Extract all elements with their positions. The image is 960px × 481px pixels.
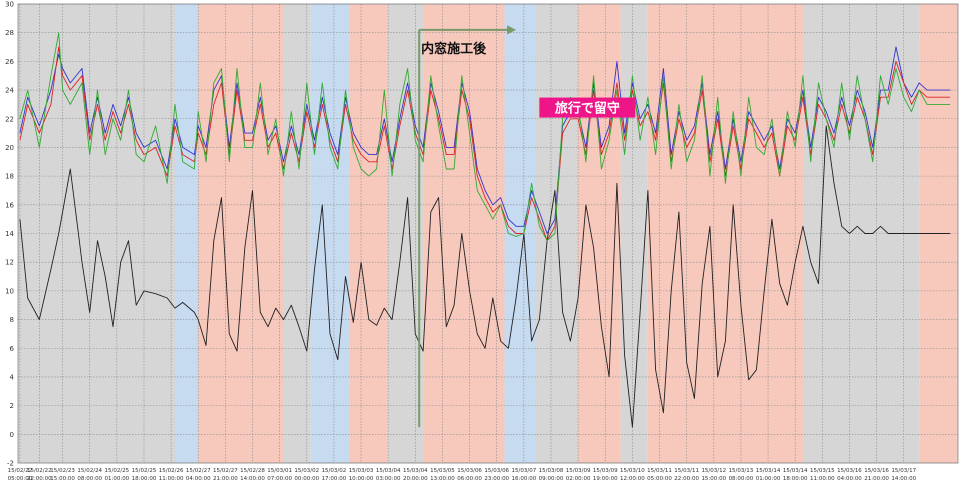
y-tick-label: 6 [10, 345, 15, 353]
x-tick-label: 15/03/09 19:00:00 [593, 468, 618, 481]
y-tick-label: 30 [5, 1, 14, 9]
y-tick-label: 0 [10, 431, 14, 439]
x-tick-label: 15/03/02 00:00:00 [294, 468, 319, 481]
x-tick-label: 15/02/22 05:00:00 [8, 468, 33, 481]
x-tick-label: 15/02/25 01:00:00 [104, 468, 129, 481]
x-tick-label: 15/03/05 13:00:00 [430, 468, 455, 481]
series-line-3 [19, 32, 951, 242]
grid [17, 3, 959, 464]
x-tick-label: 15/02/26 11:00:00 [159, 468, 184, 481]
y-tick-label: 10 [5, 287, 14, 295]
y-tick-label: -2 [7, 460, 14, 468]
x-tick-label: 15/02/23 15:00:00 [50, 468, 75, 481]
x-tick-label: 15/03/01 07:00:00 [267, 468, 292, 481]
arrow-head [507, 25, 517, 35]
x-tick-label: 15/03/14 18:00:00 [783, 468, 808, 481]
x-tick-label: 15/03/02 17:00:00 [322, 468, 347, 481]
absence-label-box [539, 97, 636, 118]
x-tick-label: 15/03/12 15:00:00 [701, 468, 726, 481]
y-tick-label: 12 [5, 259, 14, 267]
x-tick-label: 15/03/08 09:00:00 [539, 468, 564, 481]
background-band-10 [578, 4, 621, 463]
background-band-9 [535, 4, 579, 463]
x-tick-label: 15/03/10 12:00:00 [620, 468, 645, 481]
x-tick-label: 15/02/22 22:00:00 [27, 468, 52, 481]
x-tick-label: 15/03/11 22:00:00 [674, 468, 699, 481]
x-tick-label: 15/03/06 23:00:00 [484, 468, 509, 481]
y-tick-label: 16 [5, 201, 14, 209]
y-tick-label: 20 [5, 144, 14, 152]
series-lines [19, 32, 951, 428]
y-tick-label: 2 [10, 402, 14, 410]
x-tick-label: 15/03/17 14:00:00 [891, 468, 916, 481]
plot-frame [17, 3, 959, 464]
background-band-12 [647, 4, 803, 463]
absence-label: 旅行で留守 [555, 101, 620, 117]
x-tick-label: 15/02/25 18:00:00 [132, 468, 157, 481]
x-tick-label: 15/02/24 08:00:00 [77, 468, 102, 481]
x-tick-label: 15/03/16 04:00:00 [837, 468, 862, 481]
x-tick-label: 15/03/13 08:00:00 [729, 468, 754, 481]
x-tick-label: 15/03/11 05:00:00 [647, 468, 672, 481]
x-tick-label: 15/03/07 16:00:00 [512, 468, 537, 481]
y-tick-label: 24 [5, 87, 14, 95]
y-tick-label: 8 [10, 316, 14, 324]
x-tick-label: 15/02/27 21:00:00 [213, 468, 238, 481]
series-line-1 [19, 46, 951, 234]
y-tick-label: 14 [5, 230, 14, 238]
x-tick-label: 15/02/27 04:00:00 [186, 468, 211, 481]
x-tick-label: 15/03/16 21:00:00 [864, 468, 889, 481]
x-tick-label: 15/03/14 01:00:00 [756, 468, 781, 481]
x-tick-label: 15/02/28 14:00:00 [240, 468, 265, 481]
x-tick-label: 15/03/04 20:00:00 [403, 468, 428, 481]
y-tick-label: 28 [5, 29, 14, 37]
x-tick-label: 15/03/09 02:00:00 [566, 468, 591, 481]
series-line-0 [19, 125, 951, 428]
y-tick-label: 26 [5, 58, 14, 66]
y-tick-label: 22 [5, 115, 14, 123]
background-band-7 [423, 4, 505, 463]
construction-label: 内窓施工後 [421, 41, 487, 57]
x-tick-label: 15/03/04 03:00:00 [376, 468, 401, 481]
x-tick-label: 15/03/03 10:00:00 [349, 468, 374, 481]
x-tick-label: 15/03/06 06:00:00 [457, 468, 482, 481]
x-tick-label: 15/03/15 11:00:00 [810, 468, 835, 481]
construction-marker [418, 25, 517, 428]
y-tick-label: 18 [5, 173, 14, 181]
y-tick-label: 4 [10, 373, 15, 381]
